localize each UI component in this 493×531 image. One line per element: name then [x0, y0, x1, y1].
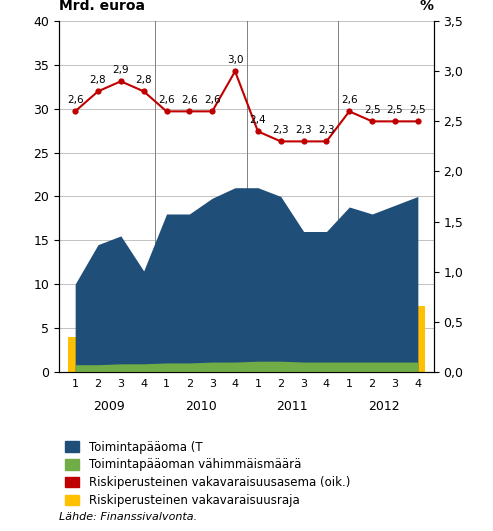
Text: 2,3: 2,3 — [318, 125, 335, 135]
Text: %: % — [420, 0, 434, 13]
Text: 2,5: 2,5 — [387, 105, 403, 115]
Text: 2,6: 2,6 — [341, 95, 357, 105]
Bar — [136, 323, 151, 372]
Bar — [387, 310, 402, 372]
Text: 2,4: 2,4 — [249, 115, 266, 125]
Text: 2009: 2009 — [94, 400, 125, 413]
Bar — [113, 328, 128, 372]
Text: 3,0: 3,0 — [227, 55, 244, 65]
Text: 2,5: 2,5 — [410, 105, 426, 115]
Text: 2,3: 2,3 — [295, 125, 312, 135]
Bar — [365, 310, 380, 372]
Bar — [319, 319, 334, 372]
Bar — [228, 306, 243, 372]
Bar — [296, 315, 311, 372]
Text: 2,5: 2,5 — [364, 105, 381, 115]
Text: 2010: 2010 — [185, 400, 217, 413]
Text: 2,9: 2,9 — [112, 65, 129, 75]
Bar — [205, 310, 220, 372]
Bar — [342, 310, 357, 372]
Bar — [410, 306, 425, 372]
Bar — [91, 332, 106, 372]
Text: 2,3: 2,3 — [273, 125, 289, 135]
Text: 2,6: 2,6 — [67, 95, 83, 105]
Bar — [250, 302, 265, 372]
Bar — [68, 337, 82, 372]
Text: Mrd. euroa: Mrd. euroa — [59, 0, 145, 13]
Bar — [182, 315, 197, 372]
Text: 2012: 2012 — [368, 400, 399, 413]
Bar — [159, 319, 174, 372]
Text: 2,8: 2,8 — [136, 75, 152, 85]
Text: 2,6: 2,6 — [204, 95, 220, 105]
Text: 2,6: 2,6 — [181, 95, 198, 105]
Text: Lähde: Finanssivalvonta.: Lähde: Finanssivalvonta. — [59, 512, 197, 523]
Text: 2,6: 2,6 — [158, 95, 175, 105]
Text: 2011: 2011 — [277, 400, 308, 413]
Text: 2,8: 2,8 — [90, 75, 106, 85]
Bar — [273, 302, 288, 372]
Legend: Toimintapääoma (T, Toimintapääoman vähimmäismäärä, Riskiperusteinen vakavaraisuu: Toimintapääoma (T, Toimintapääoman vähim… — [65, 441, 350, 507]
